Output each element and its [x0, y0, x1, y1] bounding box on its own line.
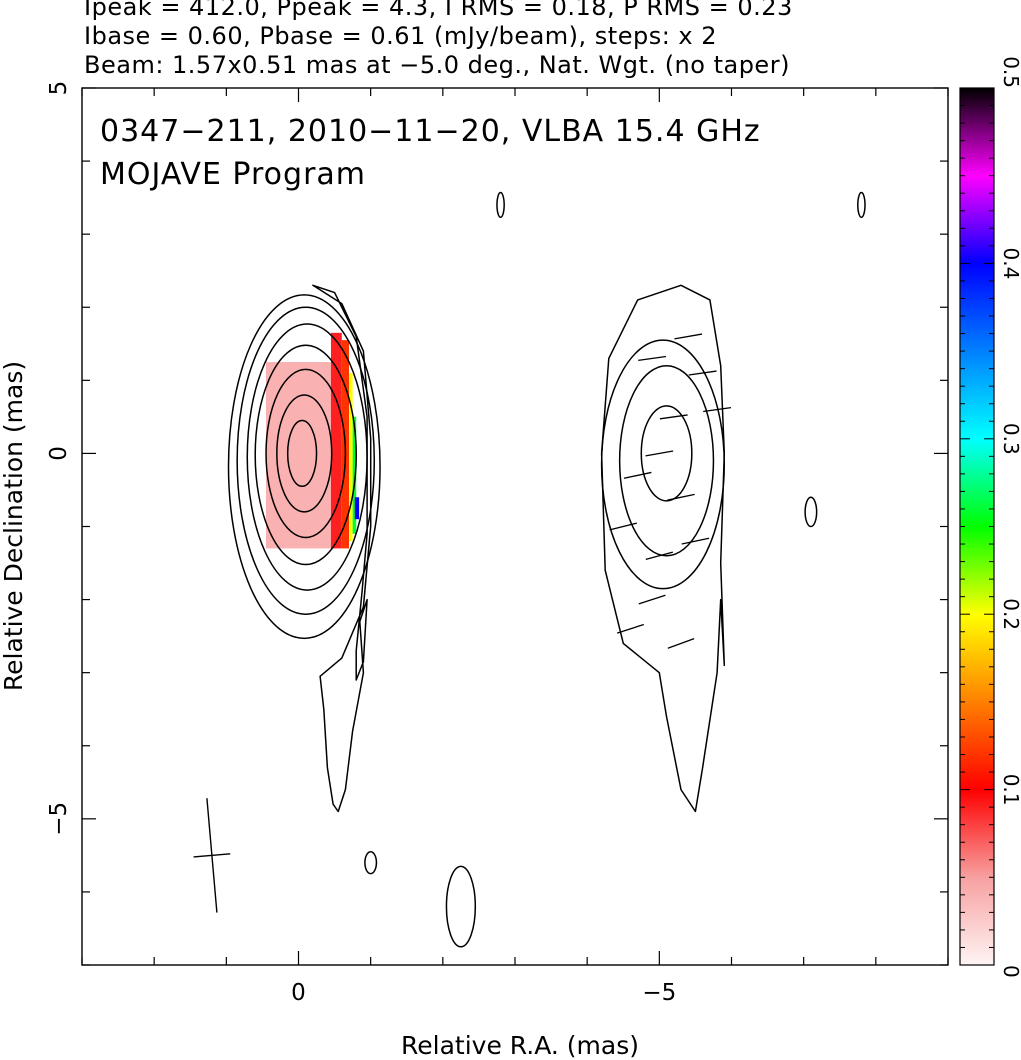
- evpa-vector-10: [681, 537, 710, 545]
- y-tick-label-0: 5: [46, 81, 72, 96]
- header-line-1: Ipeak = 412.0, Ppeak = 4.3, I RMS = 0.18…: [84, 0, 793, 21]
- colorbar-tick-label-5: 0.5: [999, 56, 1021, 88]
- small-contour-4: [445, 865, 477, 948]
- header-line-2: Ibase = 0.60, Pbase = 0.61 (mJy/beam), s…: [84, 22, 718, 50]
- colorbar-tick-label-3: 0.3: [999, 423, 1021, 455]
- evpa-vector-12: [667, 638, 695, 649]
- colorbar-ticks: 0 0.1 0.2 0.3 0.4 0.5: [960, 56, 1021, 978]
- polarization-pixel-3: [349, 373, 353, 542]
- x-axis-label: Relative R.A. (mas): [401, 1031, 639, 1060]
- evpa-vector-0: [674, 333, 703, 340]
- polarization-pixel-4: [352, 416, 357, 534]
- evpa-vector-5: [645, 450, 674, 457]
- y-tick-label-2: −5: [46, 802, 72, 836]
- colorbar: [959, 87, 995, 966]
- axis-ticks: [81, 87, 949, 966]
- right-contour-0: [640, 405, 693, 502]
- y-tick-label-1: 0: [46, 446, 72, 461]
- small-contour-2: [804, 496, 818, 528]
- evpa-vector-1: [688, 370, 717, 376]
- plot-frame: [81, 87, 949, 966]
- chart-title: 0347−211, 2010−11−20, VLBA 15.4 GHz: [100, 114, 761, 149]
- left-contour-5: [236, 306, 376, 615]
- right-outer-contour: [600, 284, 726, 813]
- evpa-vector-11: [638, 594, 666, 605]
- beam-minor-axis: [193, 853, 231, 858]
- small-contour-1: [857, 191, 866, 219]
- evpa-vector-6: [623, 471, 652, 479]
- left-contour-1: [276, 394, 333, 513]
- polarization-pixel-5: [354, 497, 360, 520]
- y-axis-label: Relative Declination (mas): [0, 361, 28, 691]
- evpa-vector-4: [659, 414, 688, 420]
- small-contour-3: [364, 850, 378, 875]
- evpa-vector-8: [609, 522, 637, 531]
- evpa-vector-layer: [609, 333, 732, 649]
- evpa-vector-3: [638, 355, 667, 362]
- axis-tick-labels: 0 −5 5 0 −5: [46, 81, 676, 1006]
- colorbar-tick-label-4: 0.4: [999, 247, 1021, 279]
- left-contour-0: [286, 419, 318, 488]
- left-outer-contour: [312, 284, 372, 813]
- colorbar-tick-label-2: 0.2: [999, 598, 1021, 630]
- right-contour-1: [618, 364, 715, 557]
- beam-marker: [193, 798, 231, 913]
- x-tick-label-1: −5: [642, 980, 676, 1006]
- left-contour-3: [254, 344, 357, 566]
- evpa-vector-9: [645, 551, 674, 560]
- polarization-pixel-1: [330, 332, 342, 549]
- left-contour-2: [265, 368, 347, 539]
- evpa-vector-2: [703, 406, 732, 413]
- x-tick-label-0: 0: [291, 980, 306, 1006]
- contour-layer: [227, 191, 866, 948]
- colorbar-tick-label-1: 0.1: [999, 774, 1021, 806]
- left-contour-6: [227, 294, 381, 640]
- colorbar-tick-label-0: 0: [999, 965, 1021, 978]
- polarization-pixel-0: [266, 362, 331, 549]
- header-line-3: Beam: 1.57x0.51 mas at −5.0 deg., Nat. W…: [84, 51, 790, 79]
- evpa-vector-13: [616, 623, 644, 634]
- small-contour-0: [496, 191, 505, 219]
- chart-subtitle: MOJAVE Program: [100, 157, 366, 192]
- evpa-vector-7: [667, 493, 695, 501]
